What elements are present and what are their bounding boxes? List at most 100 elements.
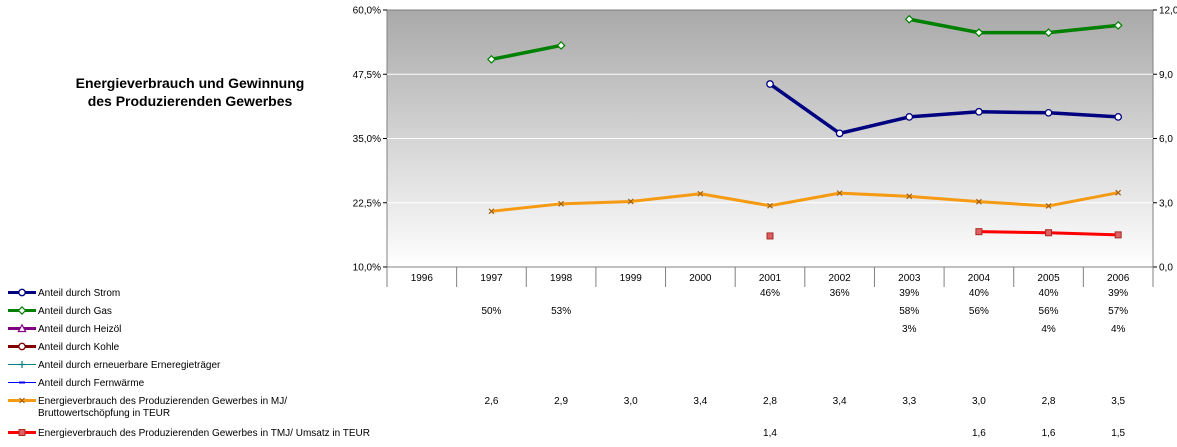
data-point <box>18 342 26 351</box>
data-point <box>974 28 984 38</box>
legend-item-7: Energieverbrauch des Produzierenden Gewe… <box>8 428 370 439</box>
data-point <box>488 208 495 215</box>
legend-label: Anteil durch Heizöl <box>38 324 121 335</box>
data-point <box>906 193 913 200</box>
data-label: 3,4 <box>833 396 847 407</box>
data-point <box>556 41 566 50</box>
data-label: 46% <box>760 288 780 299</box>
y-left-tick-label: 35,0% <box>353 134 381 145</box>
x-tick-label: 1996 <box>411 273 434 284</box>
series-6 <box>488 189 1122 215</box>
series-1 <box>487 14 1123 64</box>
legend-label: Energieverbrauch des Produzierenden Gewe… <box>38 396 287 407</box>
data-point <box>627 198 634 205</box>
data-point <box>18 361 26 368</box>
data-table: Anteil durch Strom 46% 36% 39% 40% 40% 39% Ante… <box>8 288 1128 439</box>
data-point <box>18 429 26 436</box>
y-left-tick-label: 47,5% <box>353 70 381 81</box>
data-point <box>975 107 983 116</box>
legend-item-5: Anteil durch Fernwärme <box>8 378 145 389</box>
data-point <box>558 200 565 207</box>
legend-label: Anteil durch Strom <box>38 288 120 299</box>
data-point <box>766 80 774 88</box>
data-label: 1,4 <box>763 428 777 439</box>
data-label: 3% <box>902 324 917 335</box>
series-0 <box>766 80 1123 138</box>
data-point <box>1113 20 1123 30</box>
x-tick-label: 1997 <box>480 273 503 284</box>
data-point <box>1044 108 1053 117</box>
data-label: 2,6 <box>485 396 499 407</box>
x-tick-label: 2005 <box>1037 273 1060 284</box>
data-label: 40% <box>969 288 989 299</box>
legend-item-1: Anteil durch Gas <box>8 306 112 317</box>
legend-label: Anteil durch Gas <box>38 306 112 317</box>
data-point <box>1114 113 1123 121</box>
y-left-tick-label: 60,0% <box>353 6 381 17</box>
data-point <box>836 190 843 197</box>
legend-label: Energieverbrauch des Produzierenden Gewe… <box>38 428 370 439</box>
y-left-tick-label: 10,0% <box>353 263 381 274</box>
legend-item-0: Anteil durch Strom <box>8 288 120 299</box>
data-point <box>487 54 496 64</box>
data-label: 1,6 <box>1042 428 1056 439</box>
y-right-tick-label: 12,0 <box>1159 6 1177 17</box>
x-tick-label: 1999 <box>620 273 643 284</box>
data-point <box>835 129 844 138</box>
x-tick-label: 2003 <box>898 273 921 284</box>
data-label: 40% <box>1039 288 1059 299</box>
data-label: 3,3 <box>902 396 916 407</box>
chart-title: Energieverbrauch und Gewinnung des Produ… <box>40 74 340 110</box>
data-label: 58% <box>899 306 919 317</box>
series-layer <box>487 14 1123 240</box>
series-line <box>768 82 1119 136</box>
legend-item-6: Energieverbrauch des Produzierenden Gewe… <box>8 396 287 419</box>
series-line <box>491 43 562 62</box>
data-label: 3,0 <box>624 396 638 407</box>
y-right-tick-label: 0,0 <box>1159 263 1173 274</box>
data-label: 3,0 <box>972 396 986 407</box>
x-tick-label: 2000 <box>689 273 712 284</box>
data-label: 4% <box>1111 324 1126 335</box>
data-point <box>697 190 704 197</box>
data-label: 1,5 <box>1111 428 1125 439</box>
data-point <box>767 202 773 209</box>
data-label: 56% <box>969 306 989 317</box>
data-point <box>1044 28 1053 38</box>
x-tick-label: 1998 <box>550 273 573 284</box>
data-label: 50% <box>481 306 501 317</box>
data-label: 2,8 <box>763 396 777 407</box>
y-right-tick-label: 6,0 <box>1159 134 1173 145</box>
data-label: 4% <box>1041 324 1056 335</box>
data-point <box>904 14 914 24</box>
data-point <box>17 306 27 315</box>
data-point <box>1114 231 1122 239</box>
data-label: 1,6 <box>972 428 986 439</box>
data-point <box>17 323 27 333</box>
data-point <box>1045 203 1052 209</box>
x-tick-label: 2004 <box>968 273 991 284</box>
data-label: 53% <box>551 306 571 317</box>
axis-layer: 10,0% 22,5% 35,0% 47,5% 60,0% 0,0 3,0 6,0 9,0 12,… <box>353 6 1177 287</box>
data-point <box>766 232 774 240</box>
legend-label: Bruttowertschöpfung in TEUR <box>38 408 170 419</box>
data-point <box>1115 189 1122 196</box>
y-left-tick-label: 22,5% <box>353 198 381 209</box>
data-point <box>18 288 26 297</box>
data-label: 39% <box>899 288 919 299</box>
data-label: 3,5 <box>1111 396 1125 407</box>
y-right-tick-label: 3,0 <box>1159 198 1173 209</box>
legend-item-2: Anteil durch Heizöl <box>8 323 121 335</box>
chart-title-line-2: des Produzierenden Gewerbes <box>87 93 293 109</box>
series-line <box>908 17 1119 35</box>
data-point <box>1045 229 1053 237</box>
data-label: 3,4 <box>693 396 707 407</box>
data-point <box>905 113 914 121</box>
data-label: 56% <box>1039 306 1059 317</box>
legend-label: Anteil durch Fernwärme <box>38 378 145 389</box>
data-label: 57% <box>1108 306 1128 317</box>
data-label: 36% <box>830 288 850 299</box>
legend-item-3: Anteil durch Kohle <box>8 342 120 353</box>
